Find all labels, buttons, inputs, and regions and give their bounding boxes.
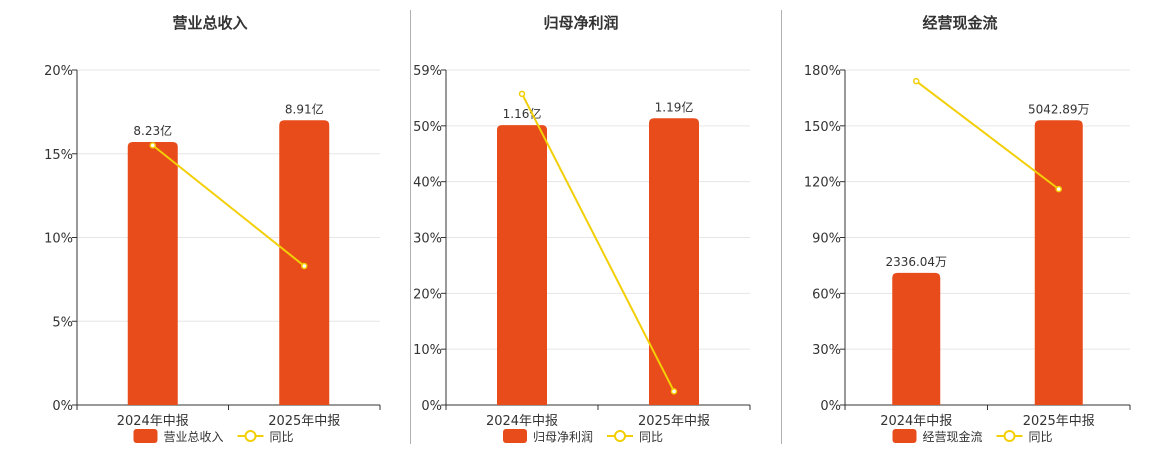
y-tick-label: 0% [820,399,841,414]
bar [892,272,941,405]
chart-title: 营业总收入 [172,14,247,32]
chart-title: 经营现金流 [922,14,997,32]
yoy-line [915,80,1060,190]
yoy-point [913,77,920,85]
y-tick-label: 120% [804,176,841,191]
legend-label-line: 同比 [1029,430,1053,444]
yoy-point [1055,185,1062,193]
y-tick-label: 15% [44,148,73,163]
x-tick-label: 2024年中报 [486,414,558,429]
panel-divider [410,10,411,444]
x-tick-label: 2025年中报 [1023,414,1095,429]
bar [497,125,547,406]
chart-panel-cash-flow: 经营现金流 0% 30% 60% 90% 120% 150% 180% 2336.04万 5042… [782,0,1160,450]
bar-value-label: 8.91亿 [285,101,324,116]
y-tick-label: 60% [812,287,841,302]
legend-swatch-marker [1003,430,1016,442]
revenue-chart: 营业总收入 0% 5% 10% 15% 20% 8.23亿 8.91亿 2024年中报 2025年… [44,14,381,444]
legend-label-line: 同比 [639,430,663,444]
y-tick-label: 0% [421,399,442,414]
bar-value-label: 1.16亿 [503,106,542,121]
y-tick-label: 20% [413,287,442,302]
chart-panel-net-profit: 归母净利润 0% 10% 20% 30% 40% 50% 59% 1.16亿 1.19亿 2024年… [411,0,781,450]
y-tick-label: 50% [413,120,442,135]
bar-value-label: 1.19亿 [655,99,694,114]
chart-panel-revenue: 营业总收入 0% 5% 10% 15% 20% 8.23亿 8.91亿 2024年中报 2025年… [0,0,410,450]
x-tick-label: 2024年中报 [880,414,952,429]
bar [127,142,178,405]
x-tick-label: 2025年中报 [268,414,340,429]
x-tick-label: 2024年中报 [117,414,189,429]
y-tick-label: 30% [812,343,841,358]
y-tick-label: 180% [804,64,841,79]
legend-label-bar: 经营现金流 [923,429,983,444]
y-tick-label: 30% [413,232,442,247]
panel-divider [781,10,782,444]
legend-swatch-bar [892,429,917,443]
y-tick-label: 10% [44,232,73,247]
yoy-point [149,142,156,149]
legend-swatch-marker [244,430,257,442]
yoy-point [518,90,526,98]
y-tick-label: 150% [804,120,841,135]
y-tick-label: 5% [52,315,73,330]
y-tick-label: 20% [44,64,73,79]
yoy-line [152,144,305,267]
y-tick-label: 90% [812,232,841,247]
y-tick-label: 59% [413,64,442,79]
cash-flow-chart: 经营现金流 0% 30% 60% 90% 120% 150% 180% 2336.04万 5042… [804,14,1131,444]
legend-swatch-marker [614,430,626,442]
legend-swatch-bar [503,429,527,443]
legend-swatch-bar [133,429,158,443]
bar [649,118,699,406]
net-profit-chart: 归母净利润 0% 10% 20% 30% 40% 50% 59% 1.16亿 1.19亿 2024年… [413,14,751,444]
bar [1034,120,1083,405]
legend-label-line: 同比 [270,430,294,444]
yoy-line [521,93,675,392]
y-tick-label: 0% [52,399,73,414]
chart-title: 归母净利润 [543,14,618,32]
x-tick-label: 2025年中报 [638,414,710,429]
bar-value-label: 8.23亿 [133,123,172,138]
bar [279,120,330,405]
bar-value-label: 5042.89万 [1028,102,1090,116]
y-tick-label: 40% [413,176,442,191]
y-tick-label: 10% [413,343,442,358]
legend-label-bar: 归母净利润 [533,430,593,444]
yoy-point [670,388,678,395]
yoy-point [301,262,308,270]
legend-label-bar: 营业总收入 [164,430,224,444]
bar-value-label: 2336.04万 [885,255,947,269]
